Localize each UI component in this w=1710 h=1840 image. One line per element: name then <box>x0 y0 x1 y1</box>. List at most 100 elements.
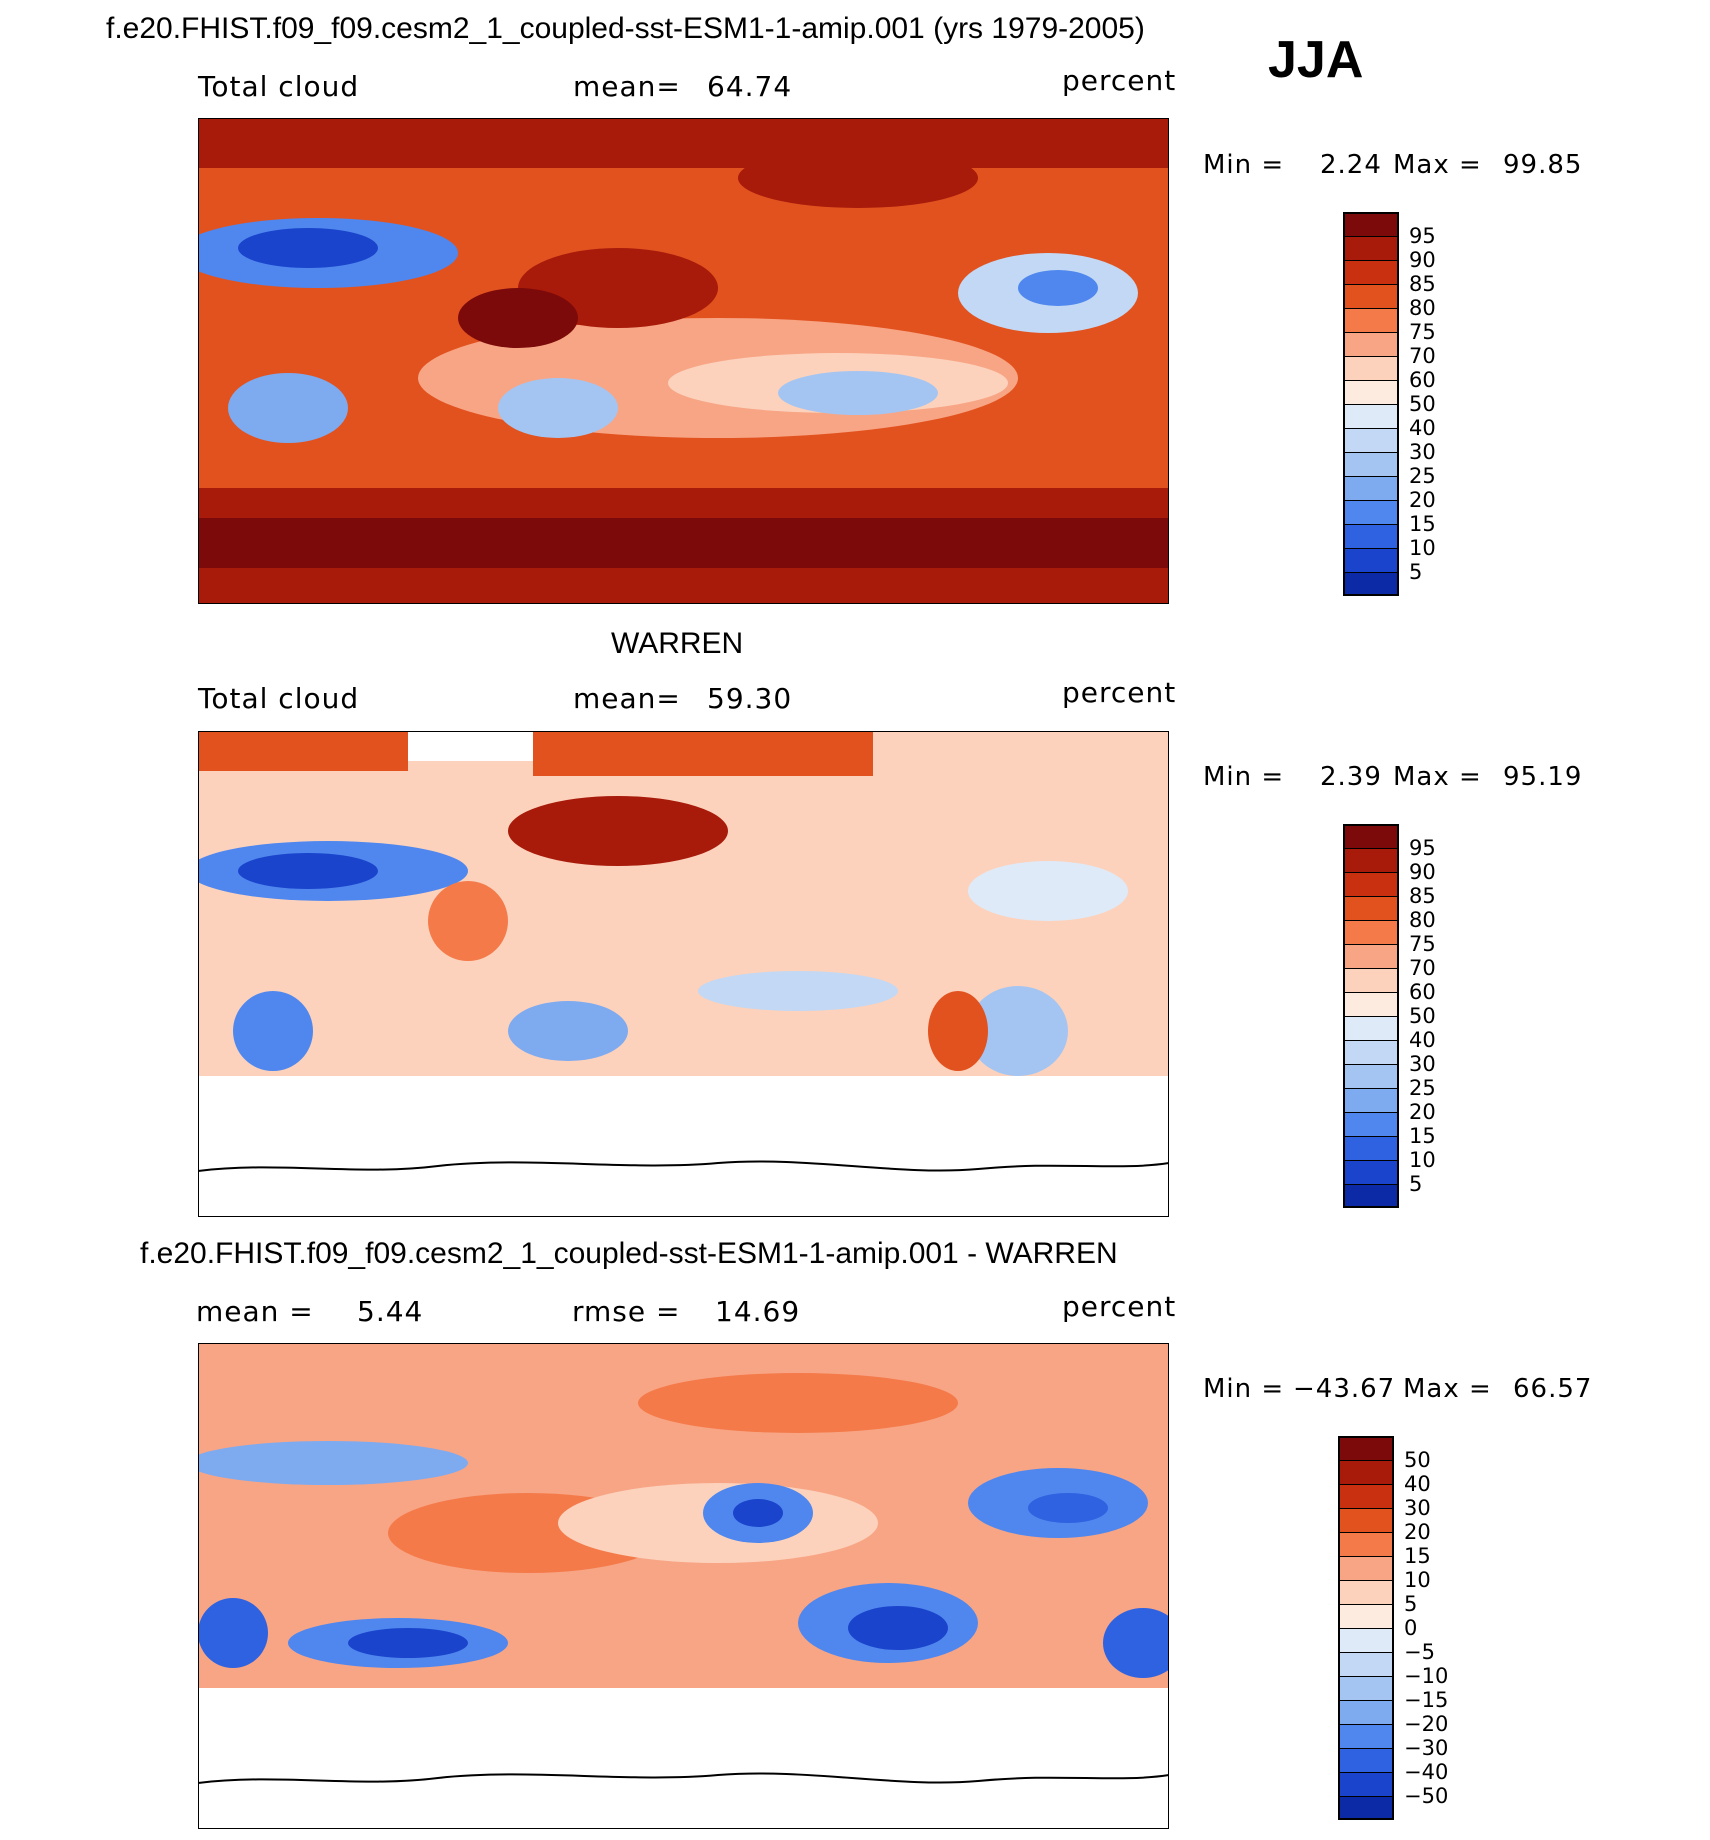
colorbar-tick-label: 80 <box>1409 296 1436 320</box>
colorbar-tick-label: 0 <box>1404 1616 1418 1640</box>
panel1-max-value: 99.85 <box>1503 150 1583 180</box>
colorbar-tick-label: 40 <box>1404 1472 1431 1496</box>
colorbar-box <box>1343 944 1399 968</box>
colorbar-box <box>1338 1772 1394 1796</box>
colorbar-box <box>1343 524 1399 548</box>
colorbar-box <box>1343 452 1399 476</box>
colorbar-box <box>1343 332 1399 356</box>
colorbar-box <box>1343 872 1399 896</box>
colorbar-tick-label: 90 <box>1409 860 1436 884</box>
colorbar-tick-label: 25 <box>1409 464 1436 488</box>
colorbar-box <box>1343 1040 1399 1064</box>
panel3-mean-label: mean = <box>196 1295 314 1328</box>
colorbar-box <box>1343 1088 1399 1112</box>
colorbar-box <box>1338 1508 1394 1532</box>
colorbar-tick-label: −50 <box>1404 1784 1449 1808</box>
colorbar-box <box>1338 1436 1394 1460</box>
panel2-variable: Total cloud <box>198 682 360 715</box>
colorbar-box <box>1338 1460 1394 1484</box>
panel2-min-value: 2.39 <box>1320 762 1382 792</box>
panel2-max-label: Max = <box>1393 762 1482 792</box>
panel3-min-value: −43.67 <box>1293 1374 1396 1404</box>
colorbar-box <box>1338 1484 1394 1508</box>
colorbar-tick-label: −30 <box>1404 1736 1449 1760</box>
colorbar-tick-label: 70 <box>1409 956 1436 980</box>
colorbar-tick-label: 90 <box>1409 248 1436 272</box>
colorbar-box <box>1343 260 1399 284</box>
colorbar-tick-label: 20 <box>1404 1520 1431 1544</box>
colorbar-box <box>1343 1184 1399 1208</box>
colorbar-box <box>1343 1112 1399 1136</box>
colorbar-box <box>1343 356 1399 380</box>
panel3-colorbar: 50 40 30 20 15 10 5 0 −5 −10 −15 −20 −30 −40 −50 <box>1338 1436 1484 1822</box>
panel1-units: percent <box>1062 64 1177 97</box>
panel2-units: percent <box>1062 676 1177 709</box>
panel3-min-label: Min = <box>1203 1374 1285 1404</box>
colorbar-box <box>1338 1724 1394 1748</box>
colorbar-tick-label: −20 <box>1404 1712 1449 1736</box>
panel2-max-value: 95.19 <box>1503 762 1583 792</box>
colorbar-box <box>1338 1580 1394 1604</box>
colorbar-box <box>1338 1700 1394 1724</box>
panel2-map <box>198 731 1169 1217</box>
colorbar-box <box>1343 572 1399 596</box>
colorbar-tick-label: 5 <box>1409 1172 1423 1196</box>
colorbar-tick-label: 95 <box>1409 836 1436 860</box>
colorbar-tick-label: 40 <box>1409 416 1436 440</box>
colorbar-box <box>1343 428 1399 452</box>
season-label: JJA <box>1268 31 1364 89</box>
colorbar-tick-label: 10 <box>1404 1568 1431 1592</box>
colorbar-box <box>1343 380 1399 404</box>
colorbar-tick-label: 5 <box>1404 1592 1418 1616</box>
colorbar-box <box>1343 476 1399 500</box>
panel1-min-value: 2.24 <box>1320 150 1382 180</box>
colorbar-tick-label: 75 <box>1409 932 1436 956</box>
panel2-mean-label: mean= <box>573 682 681 715</box>
colorbar-tick-label: 20 <box>1409 1100 1436 1124</box>
colorbar-box <box>1343 968 1399 992</box>
colorbar-tick-label: 40 <box>1409 1028 1436 1052</box>
colorbar-tick-label: 15 <box>1404 1544 1431 1568</box>
colorbar-box <box>1338 1556 1394 1580</box>
colorbar-tick-label: 85 <box>1409 272 1436 296</box>
colorbar-box <box>1343 824 1399 848</box>
colorbar-box <box>1338 1628 1394 1652</box>
colorbar-box <box>1343 212 1399 236</box>
colorbar-tick-label: 25 <box>1409 1076 1436 1100</box>
panel2-colorbar: 95 90 85 80 75 70 60 50 40 30 25 20 15 10 5 <box>1343 824 1489 1210</box>
colorbar-tick-label: 10 <box>1409 536 1436 560</box>
colorbar-box <box>1343 1136 1399 1160</box>
panel1-map <box>198 118 1169 604</box>
colorbar-tick-label: 70 <box>1409 344 1436 368</box>
colorbar-box <box>1343 992 1399 1016</box>
panel3-units: percent <box>1062 1290 1177 1323</box>
colorbar-box <box>1338 1604 1394 1628</box>
colorbar-tick-label: 85 <box>1409 884 1436 908</box>
colorbar-tick-label: −40 <box>1404 1760 1449 1784</box>
colorbar-box <box>1343 1016 1399 1040</box>
colorbar-tick-label: 50 <box>1409 1004 1436 1028</box>
colorbar-tick-label: −15 <box>1404 1688 1449 1712</box>
colorbar-box <box>1343 404 1399 428</box>
panel1-max-label: Max = <box>1393 150 1482 180</box>
colorbar-tick-label: 10 <box>1409 1148 1436 1172</box>
colorbar-box <box>1338 1796 1394 1820</box>
colorbar-tick-label: 15 <box>1409 1124 1436 1148</box>
colorbar-tick-label: 15 <box>1409 512 1436 536</box>
colorbar-tick-label: 75 <box>1409 320 1436 344</box>
panel1-mean-label: mean= <box>573 70 681 103</box>
panel2-title: WARREN <box>611 627 744 660</box>
colorbar-tick-label: −10 <box>1404 1664 1449 1688</box>
colorbar-box <box>1343 848 1399 872</box>
colorbar-box <box>1338 1652 1394 1676</box>
colorbar-tick-label: 30 <box>1404 1496 1431 1520</box>
panel1-colorbar: 95 90 85 80 75 70 60 50 40 30 25 20 15 10 5 <box>1343 212 1489 598</box>
colorbar-box <box>1343 236 1399 260</box>
colorbar-tick-label: 60 <box>1409 980 1436 1004</box>
panel3-max-label: Max = <box>1403 1374 1492 1404</box>
colorbar-box <box>1343 920 1399 944</box>
panel1-mean-value: 64.74 <box>707 70 793 103</box>
colorbar-tick-label: 5 <box>1409 560 1423 584</box>
panel3-rmse-value: 14.69 <box>715 1295 801 1328</box>
colorbar-box <box>1338 1532 1394 1556</box>
